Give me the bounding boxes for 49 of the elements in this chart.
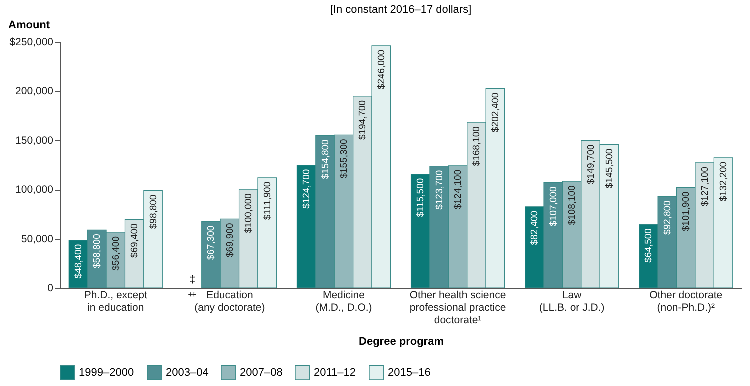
data-label: $124,700	[302, 169, 313, 209]
chart-subtitle: [In constant 2016–17 dollars]	[330, 4, 472, 16]
legend-label: 2015–16	[388, 366, 431, 379]
data-label: $107,000	[548, 186, 560, 226]
legend-label: 1999–2000	[79, 366, 134, 379]
data-label: $132,200	[718, 162, 730, 202]
data-label: $115,500	[416, 178, 427, 218]
data-label: $69,400	[130, 224, 141, 258]
data-label: $111,900	[262, 182, 274, 220]
data-label: $149,700	[586, 144, 597, 184]
data-label: $202,400	[490, 92, 502, 132]
x-tick-label: Ph.D., except in education	[84, 290, 148, 314]
data-label: $100,000	[244, 194, 255, 234]
x-tick-label: Other doctorate (non-Ph.D.)²	[650, 290, 723, 314]
data-label: $82,400	[530, 210, 541, 246]
legend-label: 2007–08	[240, 366, 283, 379]
data-label: $108,100	[567, 186, 578, 226]
data-label: $101,900	[681, 192, 692, 232]
y-tick-label: 100,000	[16, 184, 54, 196]
data-label: $154,800	[320, 140, 332, 180]
data-label: $56,400	[110, 236, 122, 271]
x-tick-label: Medicine (M.D., D.O.)	[316, 290, 372, 314]
y-tick-label: 50,000	[21, 233, 54, 246]
data-label: $123,700	[434, 170, 446, 210]
legend-label: 2011–12	[314, 366, 356, 379]
data-label: $69,900	[224, 223, 236, 258]
legend-label: 2003–04	[166, 366, 209, 379]
y-axis-title: Amount	[8, 20, 50, 32]
data-label: $145,500	[604, 148, 616, 188]
y-tick-label: 0	[48, 282, 54, 294]
data-label: $194,700	[358, 100, 369, 140]
data-label: $155,300	[338, 139, 350, 179]
data-label: $127,100	[700, 166, 711, 207]
data-label: $168,100	[472, 126, 483, 166]
data-label: $98,800	[148, 194, 160, 230]
text: ‡	[189, 274, 196, 286]
x-axis-title: Degree program	[359, 336, 444, 348]
data-label: $246,000	[376, 50, 388, 90]
data-label: $67,300	[206, 226, 218, 260]
data-label: $92,800	[662, 200, 674, 236]
data-label: $58,800	[92, 234, 104, 268]
data-label: $124,100	[453, 170, 464, 210]
data-label: $64,500	[644, 228, 655, 263]
data-label: $48,400	[73, 244, 84, 279]
y-tick-label: 200,000	[16, 86, 54, 98]
y-tick-label: $250,000	[10, 36, 54, 48]
x-tick-label: Law (LL.B. or J.D.)	[539, 290, 605, 314]
y-tick-label: 150,000	[16, 134, 54, 147]
x-tick-label: Other health science professional practice doctorate¹	[410, 290, 506, 326]
